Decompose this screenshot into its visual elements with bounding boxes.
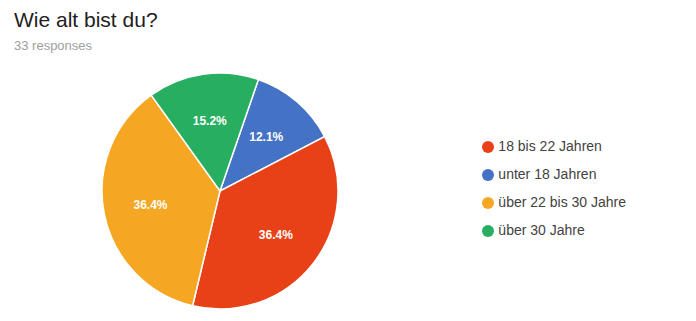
svg-text:36.4%: 36.4%: [134, 198, 168, 212]
svg-text:15.2%: 15.2%: [193, 114, 227, 128]
html-text:über 30 Jahre: über 30 Jahre: [498, 222, 585, 238]
svg-text:36.4%: 36.4%: [259, 228, 293, 242]
html-text:über 22 bis 30 Jahre: über 22 bis 30 Jahre: [498, 194, 626, 210]
svg-text:12.1%: 12.1%: [249, 130, 283, 144]
html-text:18 bis 22 Jahren: 18 bis 22 Jahren: [498, 138, 602, 154]
html-text:unter 18 Jahren: unter 18 Jahren: [498, 166, 597, 182]
html-text:Wie alt bist du?: Wie alt bist du?: [14, 8, 158, 31]
html-text:33 responses: 33 responses: [14, 38, 93, 53]
